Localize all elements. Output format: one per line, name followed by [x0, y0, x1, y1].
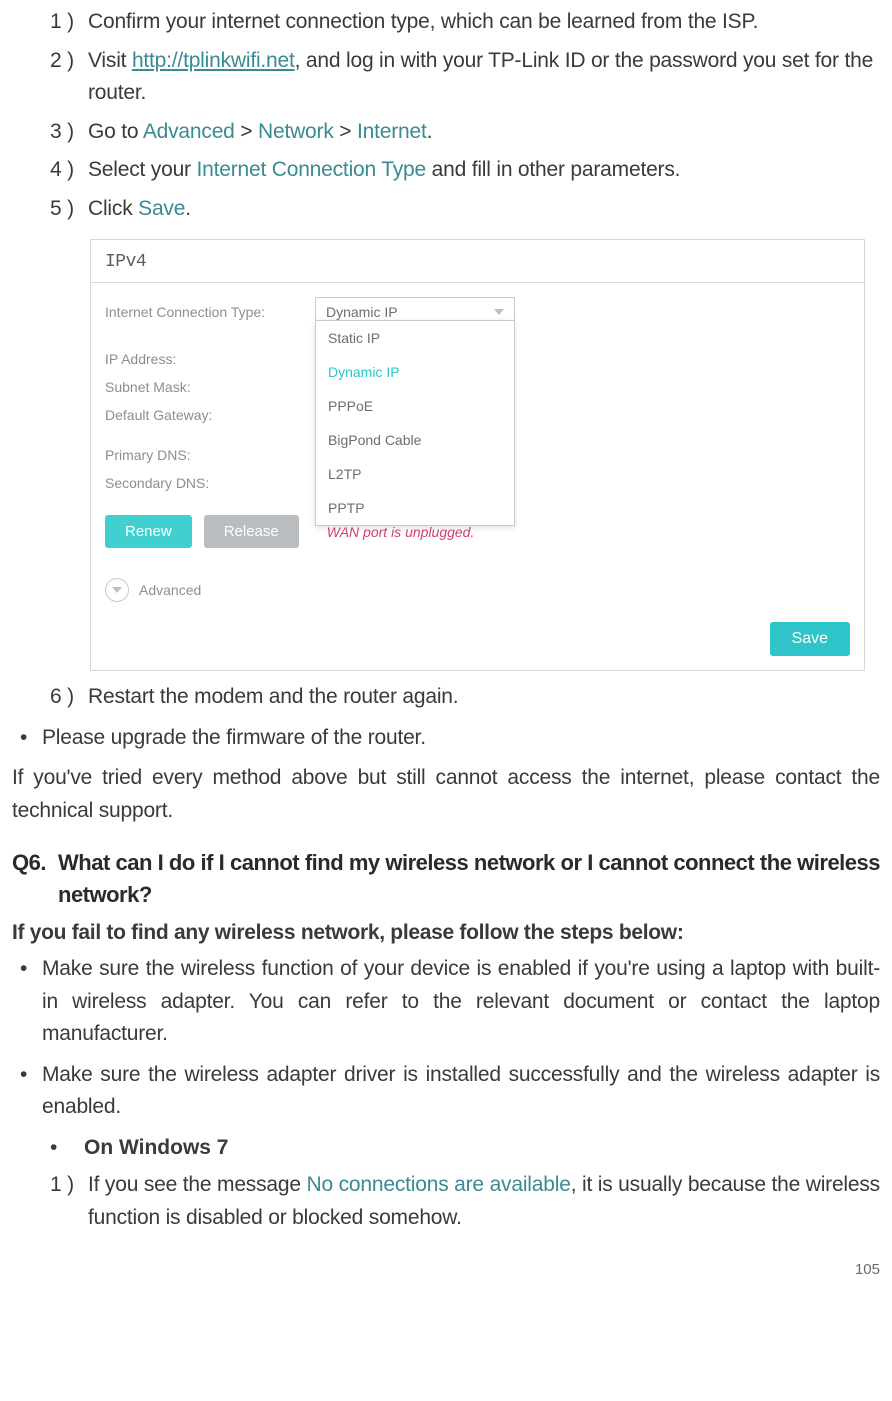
- on-windows-7: • On Windows 7: [50, 1132, 880, 1164]
- win7-step-1: 1 ) If you see the message No connection…: [50, 1169, 880, 1234]
- step-text: If you see the message No connections ar…: [88, 1169, 880, 1234]
- text-fragment: .: [185, 197, 191, 220]
- expand-icon: [105, 578, 129, 602]
- label-ict: Internet Connection Type:: [105, 304, 315, 320]
- step-number: 1 ): [50, 1169, 88, 1234]
- text-fragment: Select your: [88, 158, 197, 181]
- ui-ref: Advanced: [143, 120, 235, 143]
- q6-number: Q6.: [12, 847, 58, 911]
- text-fragment: Visit: [88, 49, 132, 72]
- step-5: 5 ) Click Save.: [50, 193, 880, 226]
- step-text: Restart the modem and the router again.: [88, 681, 880, 714]
- ui-ref: Save: [138, 197, 185, 220]
- step-number: 3 ): [50, 116, 88, 149]
- step-1: 1 ) Confirm your internet connection typ…: [50, 6, 880, 39]
- bullet-text: On Windows 7: [84, 1132, 228, 1164]
- step-2: 2 ) Visit http://tplinkwifi.net, and log…: [50, 45, 880, 110]
- text-fragment: >: [334, 120, 357, 143]
- bullet-firmware: • Please upgrade the firmware of the rou…: [20, 722, 880, 755]
- step-text: Visit http://tplinkwifi.net, and log in …: [88, 45, 880, 110]
- step-text: Confirm your internet connection type, w…: [88, 6, 880, 39]
- text-fragment: Click: [88, 197, 138, 220]
- ui-ref: Internet Connection Type: [197, 158, 426, 181]
- bullet-wireless-enabled: • Make sure the wireless function of you…: [20, 953, 880, 1051]
- divider: [91, 282, 864, 283]
- option-l2tp[interactable]: L2TP: [316, 457, 514, 491]
- text-fragment: >: [235, 120, 258, 143]
- select-value: Dynamic IP: [326, 304, 398, 320]
- step-text: Go to Advanced > Network > Internet.: [88, 116, 880, 149]
- text-fragment: Go to: [88, 120, 143, 143]
- step-number: 1 ): [50, 6, 88, 39]
- label-gw: Default Gateway:: [105, 407, 315, 423]
- url-link[interactable]: http://tplinkwifi.net: [132, 49, 295, 72]
- bullet-icon: •: [20, 953, 42, 1051]
- ui-ref: Internet: [357, 120, 427, 143]
- bullet-icon: •: [20, 1059, 42, 1124]
- step-6: 6 ) Restart the modem and the router aga…: [50, 681, 880, 714]
- step-number: 4 ): [50, 154, 88, 187]
- text-fragment: and fill in other parameters.: [426, 158, 680, 181]
- step-3: 3 ) Go to Advanced > Network > Internet.: [50, 116, 880, 149]
- bullet-icon: •: [50, 1132, 84, 1164]
- paragraph-contact-support: If you've tried every method above but s…: [12, 762, 880, 827]
- text-fragment: If you see the message: [88, 1173, 307, 1196]
- option-dynamic-ip[interactable]: Dynamic IP: [316, 355, 514, 389]
- step-text: Click Save.: [88, 193, 880, 226]
- step-4: 4 ) Select your Internet Connection Type…: [50, 154, 880, 187]
- ui-ref: No connections are available: [307, 1173, 571, 1196]
- page-number: 105: [12, 1261, 880, 1278]
- bullet-text: Make sure the wireless adapter driver is…: [42, 1059, 880, 1124]
- chevron-down-icon: [112, 587, 122, 593]
- option-static-ip[interactable]: Static IP: [316, 321, 514, 355]
- step-number: 6 ): [50, 681, 88, 714]
- ipv4-settings-panel: IPv4 Internet Connection Type: Dynamic I…: [90, 239, 865, 671]
- ui-ref: Network: [258, 120, 334, 143]
- label-pdns: Primary DNS:: [105, 447, 315, 463]
- q6-subheading: If you fail to find any wireless network…: [12, 921, 880, 945]
- renew-button[interactable]: Renew: [105, 515, 192, 548]
- step-number: 5 ): [50, 193, 88, 226]
- q6-heading: Q6. What can I do if I cannot find my wi…: [12, 847, 880, 911]
- release-button[interactable]: Release: [204, 515, 299, 548]
- panel-title: IPv4: [91, 240, 864, 282]
- option-bigpond[interactable]: BigPond Cable: [316, 423, 514, 457]
- text-fragment: .: [427, 120, 433, 143]
- advanced-toggle[interactable]: Advanced: [91, 554, 864, 610]
- bullet-icon: •: [20, 722, 42, 755]
- chevron-down-icon: [494, 309, 504, 315]
- save-button[interactable]: Save: [770, 622, 850, 656]
- bullet-text: Please upgrade the firmware of the route…: [42, 722, 880, 755]
- step-number: 2 ): [50, 45, 88, 110]
- advanced-label: Advanced: [139, 582, 201, 598]
- q6-text: What can I do if I cannot find my wirele…: [58, 847, 880, 911]
- label-mask: Subnet Mask:: [105, 379, 315, 395]
- option-pppoe[interactable]: PPPoE: [316, 389, 514, 423]
- label-sdns: Secondary DNS:: [105, 475, 315, 491]
- connection-type-dropdown: Static IP Dynamic IP PPPoE BigPond Cable…: [315, 320, 515, 526]
- bullet-driver-installed: • Make sure the wireless adapter driver …: [20, 1059, 880, 1124]
- step-text: Select your Internet Connection Type and…: [88, 154, 880, 187]
- option-pptp[interactable]: PPTP: [316, 491, 514, 525]
- bullet-text: Make sure the wireless function of your …: [42, 953, 880, 1051]
- label-ip: IP Address:: [105, 351, 315, 367]
